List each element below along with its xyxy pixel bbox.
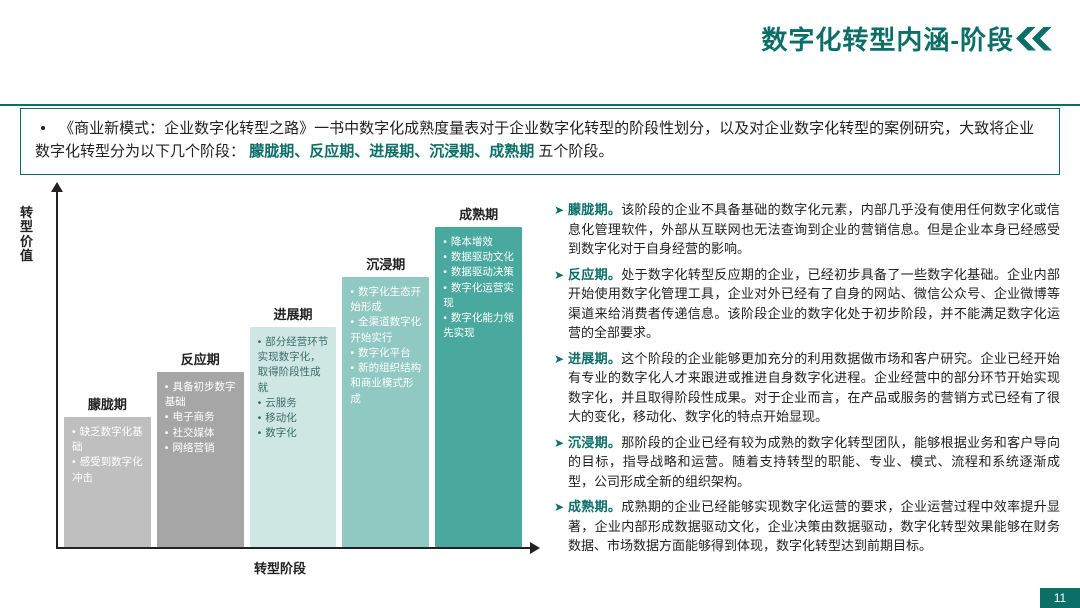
stage-text: 这个阶段的企业能够更加充分的利用数据做市场和客户研究。企业已经开始有专业的数字化… [568,351,1060,425]
triangle-bullet-icon: ➤ [554,266,568,343]
description-body: 沉浸期。那阶段的企业已经有较为成熟的数字化转型团队，能够根据业务和客户导向的目标… [568,433,1060,492]
y-axis [56,190,58,549]
description-body: 进展期。这个阶段的企业能够更加充分的利用数据做市场和客户研究。企业已经开始有专业… [568,349,1060,427]
bar-group: 朦胧期缺乏数字化基础感受到数字化冲击 [64,394,151,547]
bar-label: 反应期 [157,349,244,368]
triangle-bullet-icon: ➤ [554,434,568,492]
bar-label: 进展期 [250,304,337,323]
description-body: 反应期。处于数字化转型反应期的企业，已经初步具备了一些数字化基础。企业内部开始使… [568,265,1060,343]
bar-label: 朦胧期 [64,394,151,413]
bar-point: 数字化运营实现 [443,281,516,311]
bar-point-list: 数字化生态开始形成全渠道数字化开始实行数字化平台新的组织结构和商业模式形成 [350,285,423,407]
triangle-bullet-icon: ➤ [554,350,568,427]
bar-point: 数字化生态开始形成 [350,285,423,315]
stage-text: 那阶段的企业已经有较为成熟的数字化转型团队，能够根据业务和客户导向的目标，指导战… [568,435,1060,489]
bar-group: 反应期具备初步数字基础电子商务社交媒体网络营销 [157,349,244,547]
description-item: ➤沉浸期。那阶段的企业已经有较为成熟的数字化转型团队，能够根据业务和客户导向的目… [554,433,1060,492]
intro-suffix: 五个阶段。 [538,143,613,160]
description-item: ➤反应期。处于数字化转型反应期的企业，已经初步具备了一些数字化基础。企业内部开始… [554,265,1060,343]
triangle-bullet-icon: ➤ [554,201,568,259]
bar-point: 社交媒体 [165,426,238,441]
stage-bar-chart: 转型价值 转型阶段 朦胧期缺乏数字化基础感受到数字化冲击反应期具备初步数字基础电… [20,178,540,583]
y-axis-label: 转型价值 [20,206,34,263]
bar-point: 电子商务 [165,410,238,425]
bars-container: 朦胧期缺乏数字化基础感受到数字化冲击反应期具备初步数字基础电子商务社交媒体网络营… [64,204,522,547]
stage-name: 反应期。 [568,267,621,282]
bar-point: 全渠道数字化开始实行 [350,315,423,345]
stage-text: 该阶段的企业不具备基础的数字化元素，内部几乎没有使用任何数字化或信息化管理软件，… [568,202,1060,256]
bar-point: 数据驱动决策 [443,265,516,280]
bar-point: 移动化 [258,411,331,426]
bar-point-list: 部分经营环节实现数字化，取得阶段性成就云服务移动化数字化 [258,335,331,442]
bar-point-list: 具备初步数字基础电子商务社交媒体网络营销 [165,380,238,456]
bar-point: 新的组织结构和商业模式形成 [350,361,423,407]
bar-point: 数字化 [258,426,331,441]
bar-point: 云服务 [258,396,331,411]
stage-name: 沉浸期。 [568,435,621,450]
bar-point: 缺乏数字化基础 [72,425,145,455]
stage-descriptions: ➤朦胧期。该阶段的企业不具备基础的数字化元素，内部几乎没有使用任何数字化或信息化… [554,178,1060,598]
bar-point-list: 缺乏数字化基础感受到数字化冲击 [72,425,145,486]
header-divider [0,104,1080,106]
stage-name: 朦胧期。 [568,202,621,217]
intro-prefix: 《商业新模式：企业数字化转型之路》一书中数字化成熟度量表对于企业数字化转型的阶段… [35,120,1034,160]
bar-point: 感受到数字化冲击 [72,455,145,485]
header-chevrons [1020,27,1052,51]
x-axis-label: 转型阶段 [20,558,540,577]
bar-point: 数字化能力领先实现 [443,311,516,341]
chevron-left-icon [1032,27,1052,51]
main-content: 转型价值 转型阶段 朦胧期缺乏数字化基础感受到数字化冲击反应期具备初步数字基础电… [20,178,1060,598]
x-axis [56,547,534,549]
bar-label: 沉浸期 [342,254,429,273]
bar: 数字化生态开始形成全渠道数字化开始实行数字化平台新的组织结构和商业模式形成 [342,277,429,547]
bar-group: 进展期部分经营环节实现数字化，取得阶段性成就云服务移动化数字化 [250,304,337,547]
bar: 缺乏数字化基础感受到数字化冲击 [64,417,151,547]
page-number: 11 [1040,588,1080,608]
description-body: 朦胧期。该阶段的企业不具备基础的数字化元素，内部几乎没有使用任何数字化或信息化管… [568,200,1060,259]
description-item: ➤成熟期。成熟期的企业已经能够实现数字化运营的要求，企业运营过程中效率提升显著，… [554,497,1060,556]
bar-label: 成熟期 [435,204,522,223]
bar-point: 部分经营环节实现数字化，取得阶段性成就 [258,335,331,396]
intro-box: 《商业新模式：企业数字化转型之路》一书中数字化成熟度量表对于企业数字化转型的阶段… [20,108,1060,175]
bar: 部分经营环节实现数字化，取得阶段性成就云服务移动化数字化 [250,327,337,547]
stage-name: 成熟期。 [568,499,621,514]
description-item: ➤ 进展期。这个阶段的企业能够更加充分的利用数据做市场和客户研究。企业已经开始有… [554,349,1060,427]
description-body: 成熟期。成熟期的企业已经能够实现数字化运营的要求，企业运营过程中效率提升显著，企… [568,497,1060,556]
bar-point: 数据驱动文化 [443,250,516,265]
bar: 具备初步数字基础电子商务社交媒体网络营销 [157,372,244,547]
bullet-icon [41,126,45,130]
stage-text: 成熟期的企业已经能够实现数字化运营的要求，企业运营过程中效率提升显著，企业内部形… [568,499,1060,553]
bar-point: 降本增效 [443,235,516,250]
stage-text: 处于数字化转型反应期的企业，已经初步具备了一些数字化基础。企业内部开始使用数字化… [568,267,1060,341]
triangle-bullet-icon: ➤ [554,498,568,556]
slide-title: 数字化转型内涵-阶段 [761,20,1014,57]
bar: 降本增效数据驱动文化数据驱动决策数字化运营实现数字化能力领先实现 [435,227,522,547]
intro-highlight: 朦胧期、反应期、进展期、沉浸期、成熟期 [249,143,534,160]
bar-group: 沉浸期数字化生态开始形成全渠道数字化开始实行数字化平台新的组织结构和商业模式形成 [342,254,429,547]
bar-point: 网络营销 [165,441,238,456]
bar-group: 成熟期降本增效数据驱动文化数据驱动决策数字化运营实现数字化能力领先实现 [435,204,522,547]
description-item: ➤朦胧期。该阶段的企业不具备基础的数字化元素，内部几乎没有使用任何数字化或信息化… [554,200,1060,259]
arrow-right-icon [530,542,540,554]
bar-point: 具备初步数字基础 [165,380,238,410]
bar-point: 数字化平台 [350,346,423,361]
stage-name: 进展期。 [568,351,621,366]
slide-header: 数字化转型内涵-阶段 [761,20,1052,57]
bar-point-list: 降本增效数据驱动文化数据驱动决策数字化运营实现数字化能力领先实现 [443,235,516,342]
